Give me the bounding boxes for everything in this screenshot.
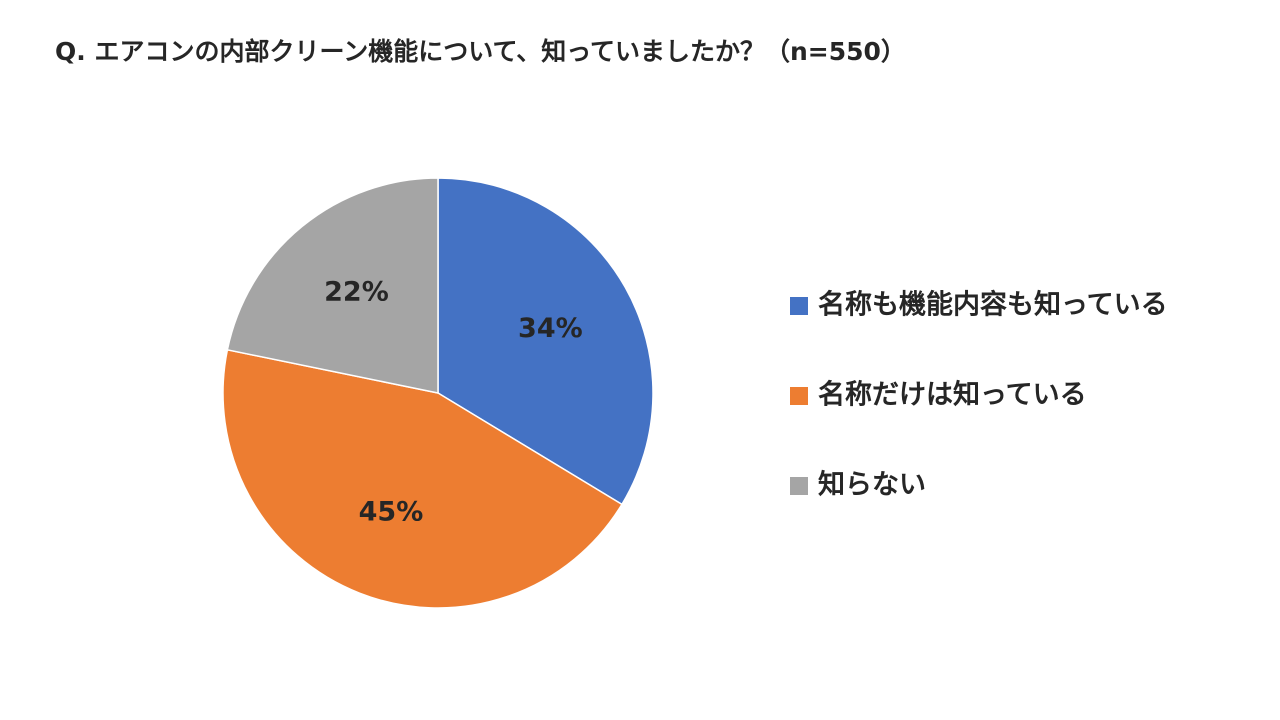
pie-slice (226, 177, 439, 394)
data-label: 22% (324, 277, 389, 308)
legend-swatch (790, 477, 808, 495)
data-label: 34% (518, 313, 583, 344)
pie-slice (222, 348, 623, 609)
pie-slice (437, 177, 654, 506)
legend-label: 名称も機能内容も知っている (818, 289, 1168, 321)
data-label: 45% (359, 497, 424, 528)
legend-label: 知らない (818, 470, 926, 501)
legend-label: 名称だけは知っている (818, 379, 1087, 411)
legend-swatch (790, 387, 808, 405)
chart-title: Q. エアコンの内部クリーン機能について、知っていましたか？（n=550） (55, 37, 906, 66)
legend-swatch (790, 297, 808, 315)
